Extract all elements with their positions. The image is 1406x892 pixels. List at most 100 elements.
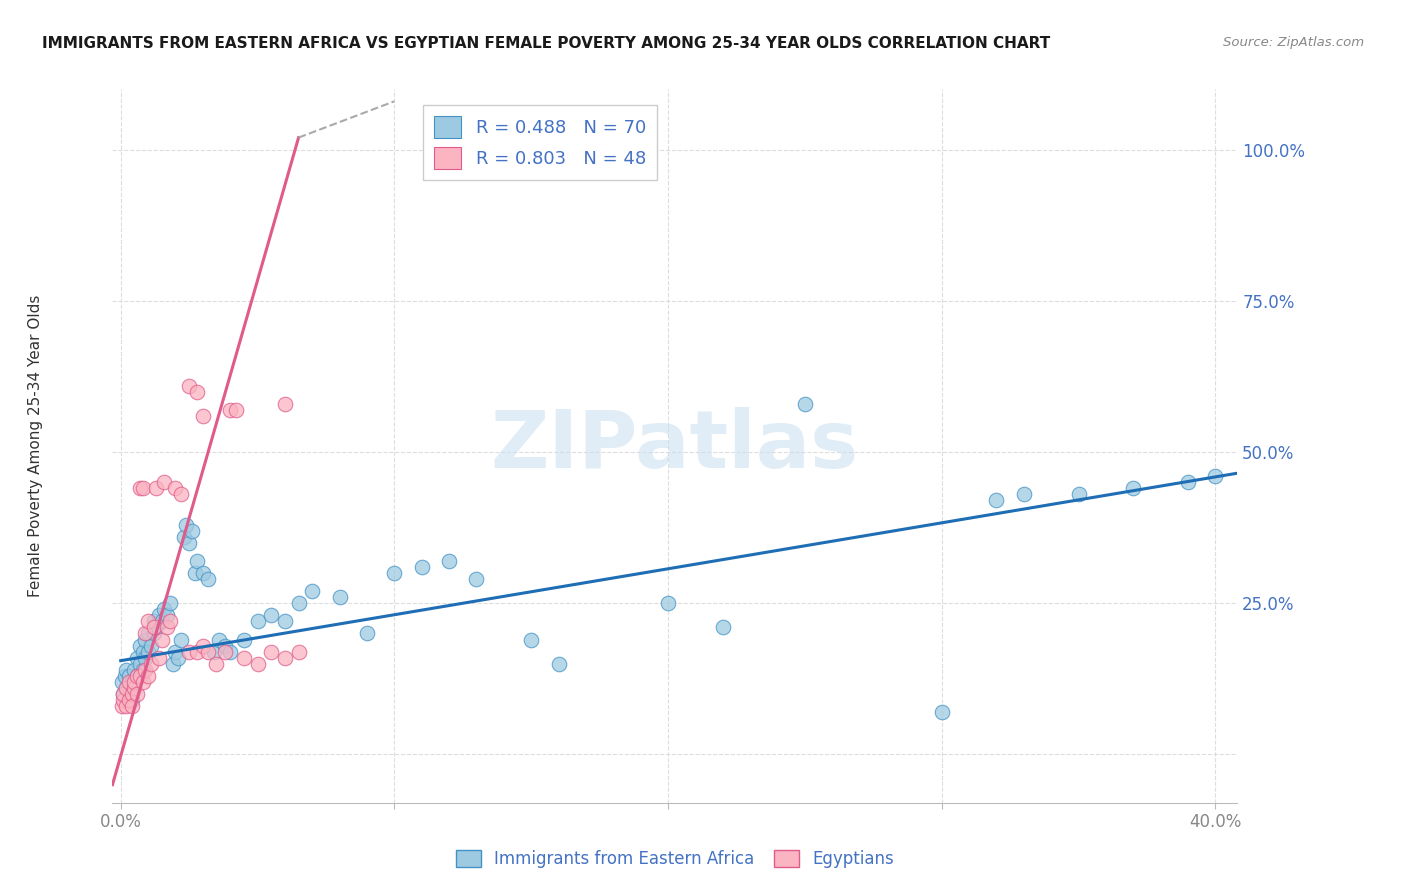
Point [186,384,208,399]
Point [197,572,219,586]
Point [121,693,143,707]
Point [127,669,149,683]
Point [232,650,254,665]
Point [112,687,135,701]
Point [150,615,173,629]
Point [382,566,405,580]
Point [197,645,219,659]
Point [465,572,488,586]
Point [121,674,143,689]
Point [162,657,184,671]
Point [118,669,141,683]
Point [128,657,150,671]
Point [411,560,433,574]
Point [134,626,156,640]
Point [139,639,162,653]
Point [170,632,193,647]
Point [287,645,309,659]
Point [153,602,176,616]
Point [260,645,283,659]
Point [793,397,815,411]
Point [128,639,150,653]
Point [127,650,149,665]
Point [131,674,153,689]
Point [139,657,162,671]
Point [115,681,138,695]
Point [112,693,135,707]
Point [131,481,153,495]
Point [134,650,156,665]
Legend: R = 0.488   N = 70, R = 0.803   N = 48: R = 0.488 N = 70, R = 0.803 N = 48 [423,105,657,180]
Point [329,590,352,604]
Point [183,566,205,580]
Point [121,699,143,714]
Point [176,517,198,532]
Point [186,554,208,568]
Point [287,596,309,610]
Point [159,596,181,610]
Point [179,378,201,392]
Point [520,632,543,647]
Point [124,681,146,695]
Point [301,584,323,599]
Point [134,663,156,677]
Point [246,615,269,629]
Point [142,620,165,634]
Point [124,674,146,689]
Point [115,699,138,714]
Point [131,645,153,659]
Point [159,615,181,629]
Point [986,493,1008,508]
Point [118,687,141,701]
Point [156,620,179,634]
Point [274,615,297,629]
Point [219,402,242,417]
Point [179,645,201,659]
Point [170,487,193,501]
Point [208,632,231,647]
Point [136,645,159,659]
Point [114,669,136,683]
Point [134,632,156,647]
Point [148,650,170,665]
Point [173,530,195,544]
Point [136,626,159,640]
Point [128,669,150,683]
Point [1012,487,1035,501]
Point [112,687,135,701]
Point [165,645,187,659]
Point [214,645,236,659]
Point [356,626,378,640]
Point [115,663,138,677]
Point [657,596,679,610]
Point [931,705,953,719]
Text: IMMIGRANTS FROM EASTERN AFRICA VS EGYPTIAN FEMALE POVERTY AMONG 25-34 YEAR OLDS : IMMIGRANTS FROM EASTERN AFRICA VS EGYPTI… [42,36,1050,51]
Point [214,639,236,653]
Point [179,535,201,549]
Point [191,409,214,423]
Point [153,475,176,490]
Point [1177,475,1199,490]
Point [437,554,460,568]
Point [145,481,167,495]
Point [219,645,242,659]
Point [136,669,159,683]
Point [142,626,165,640]
Point [127,669,149,683]
Point [274,650,297,665]
Point [127,687,149,701]
Point [274,397,297,411]
Point [111,674,134,689]
Point [711,620,734,634]
Point [121,687,143,701]
Point [547,657,569,671]
Point [180,524,202,538]
Point [124,663,146,677]
Point [202,645,225,659]
Point [186,645,208,659]
Point [124,681,146,695]
Point [136,615,159,629]
Point [150,632,173,647]
Point [128,481,150,495]
Point [1122,481,1144,495]
